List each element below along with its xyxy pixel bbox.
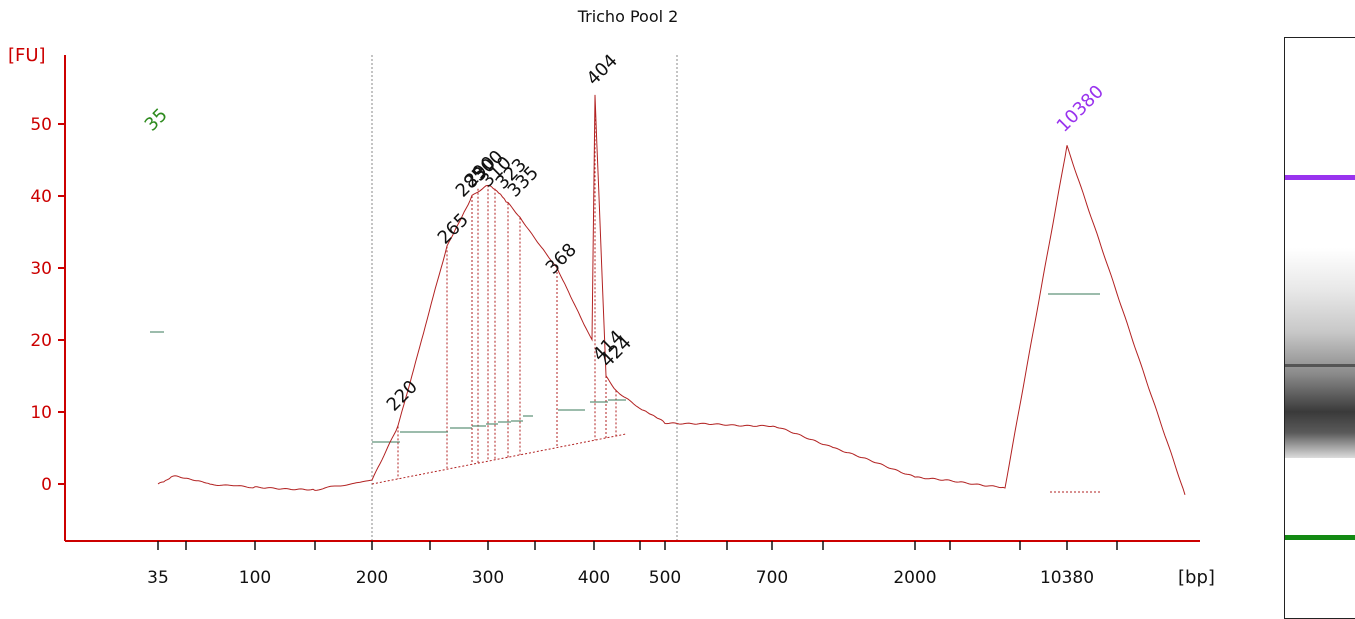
x-tick-label: 35 [147, 568, 169, 588]
peak-label: 368 [542, 239, 581, 278]
data-series-trace [157, 94, 1186, 495]
y-axis-label: [FU] [8, 45, 46, 66]
peak-baseline-marks [150, 293, 1100, 443]
peak-label: 220 [383, 376, 422, 415]
sample-baseline [371, 433, 627, 485]
y-tick-label: 0 [41, 475, 52, 495]
region-divider-lines [371, 55, 678, 541]
gel-image-panel [1284, 37, 1355, 619]
peak-label: 10380 [1053, 81, 1108, 136]
y-tick-label: 40 [30, 187, 52, 207]
x-tick-label: 200 [356, 568, 388, 588]
sample-peak-band [1285, 364, 1355, 367]
x-tick-label: 10380 [1040, 568, 1094, 588]
x-tick-label: 400 [578, 568, 610, 588]
x-axis: 35 100 200 300 400 500 700 2000 10380 [65, 540, 1200, 588]
upper-marker-band [1285, 175, 1355, 180]
x-tick-label: 700 [756, 568, 788, 588]
x-axis-label: [bp] [1178, 567, 1215, 588]
y-tick-label: 10 [30, 403, 52, 423]
x-tick-label: 100 [239, 568, 271, 588]
y-tick-label: 20 [30, 331, 52, 351]
x-tick-label: 500 [649, 568, 681, 588]
x-tick-label: 2000 [893, 568, 936, 588]
peak-label: 265 [434, 209, 473, 248]
peak-dropdown-lines [371, 95, 1100, 493]
peak-label: 404 [583, 50, 622, 89]
y-axis: 0 10 20 30 40 50 [30, 55, 66, 541]
peak-label: 35 [141, 104, 172, 135]
y-tick-label: 50 [30, 115, 52, 135]
y-tick-label: 30 [30, 259, 52, 279]
peak-labels: 3522026528529030031032333536840441442410… [141, 50, 1108, 415]
chart-title: Tricho Pool 2 [577, 7, 679, 26]
sample-smear-band [1285, 248, 1355, 458]
x-tick-label: 300 [472, 568, 504, 588]
lower-marker-band [1285, 535, 1355, 540]
